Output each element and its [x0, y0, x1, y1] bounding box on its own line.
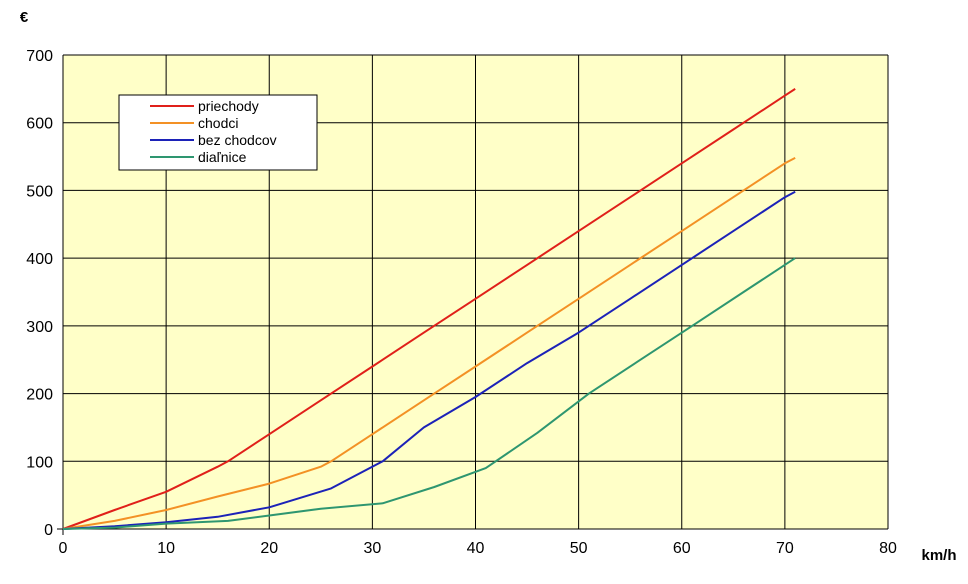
y-tick-label-700: 700 — [26, 48, 53, 65]
y-tick-label-100: 100 — [26, 454, 53, 471]
series-line-dialnice — [62, 257, 796, 530]
series-lines — [62, 88, 796, 530]
x-tick-label-80: 80 — [879, 540, 897, 557]
legend: priechody chodci bez chodcov diaľnice — [118, 94, 318, 171]
y-tick-label-300: 300 — [26, 319, 53, 336]
x-tick-label-0: 0 — [59, 540, 68, 557]
x-axis-label: km/h — [921, 547, 956, 564]
legend-label-dialnice: diaľnice — [198, 149, 247, 165]
x-tick-label-40: 40 — [467, 540, 485, 557]
series-line-bez-chodcov — [62, 190, 796, 530]
legend-label-priechody: priechody — [198, 98, 259, 114]
x-tick-label-50: 50 — [570, 540, 588, 557]
y-tick-labels: 0 100 200 300 400 500 600 700 — [26, 48, 53, 539]
x-tick-label-60: 60 — [673, 540, 691, 557]
x-tick-label-70: 70 — [776, 540, 794, 557]
y-tick-label-0: 0 — [44, 522, 53, 539]
legend-label-bez-chodcov: bez chodcov — [198, 132, 277, 148]
y-tick-label-200: 200 — [26, 387, 53, 404]
y-tick-label-500: 500 — [26, 183, 53, 200]
series-line-priechody — [62, 88, 796, 530]
y-tick-label-600: 600 — [26, 116, 53, 133]
legend-label-chodci: chodci — [198, 115, 238, 131]
x-tick-label-30: 30 — [363, 540, 381, 557]
series-line-chodci — [62, 157, 796, 530]
y-tick-label-400: 400 — [26, 251, 53, 268]
y-axis-label: € — [20, 9, 29, 26]
x-tick-labels: 0 10 20 30 40 50 60 70 80 — [59, 540, 897, 557]
x-tick-label-20: 20 — [260, 540, 278, 557]
x-tick-label-10: 10 — [157, 540, 175, 557]
